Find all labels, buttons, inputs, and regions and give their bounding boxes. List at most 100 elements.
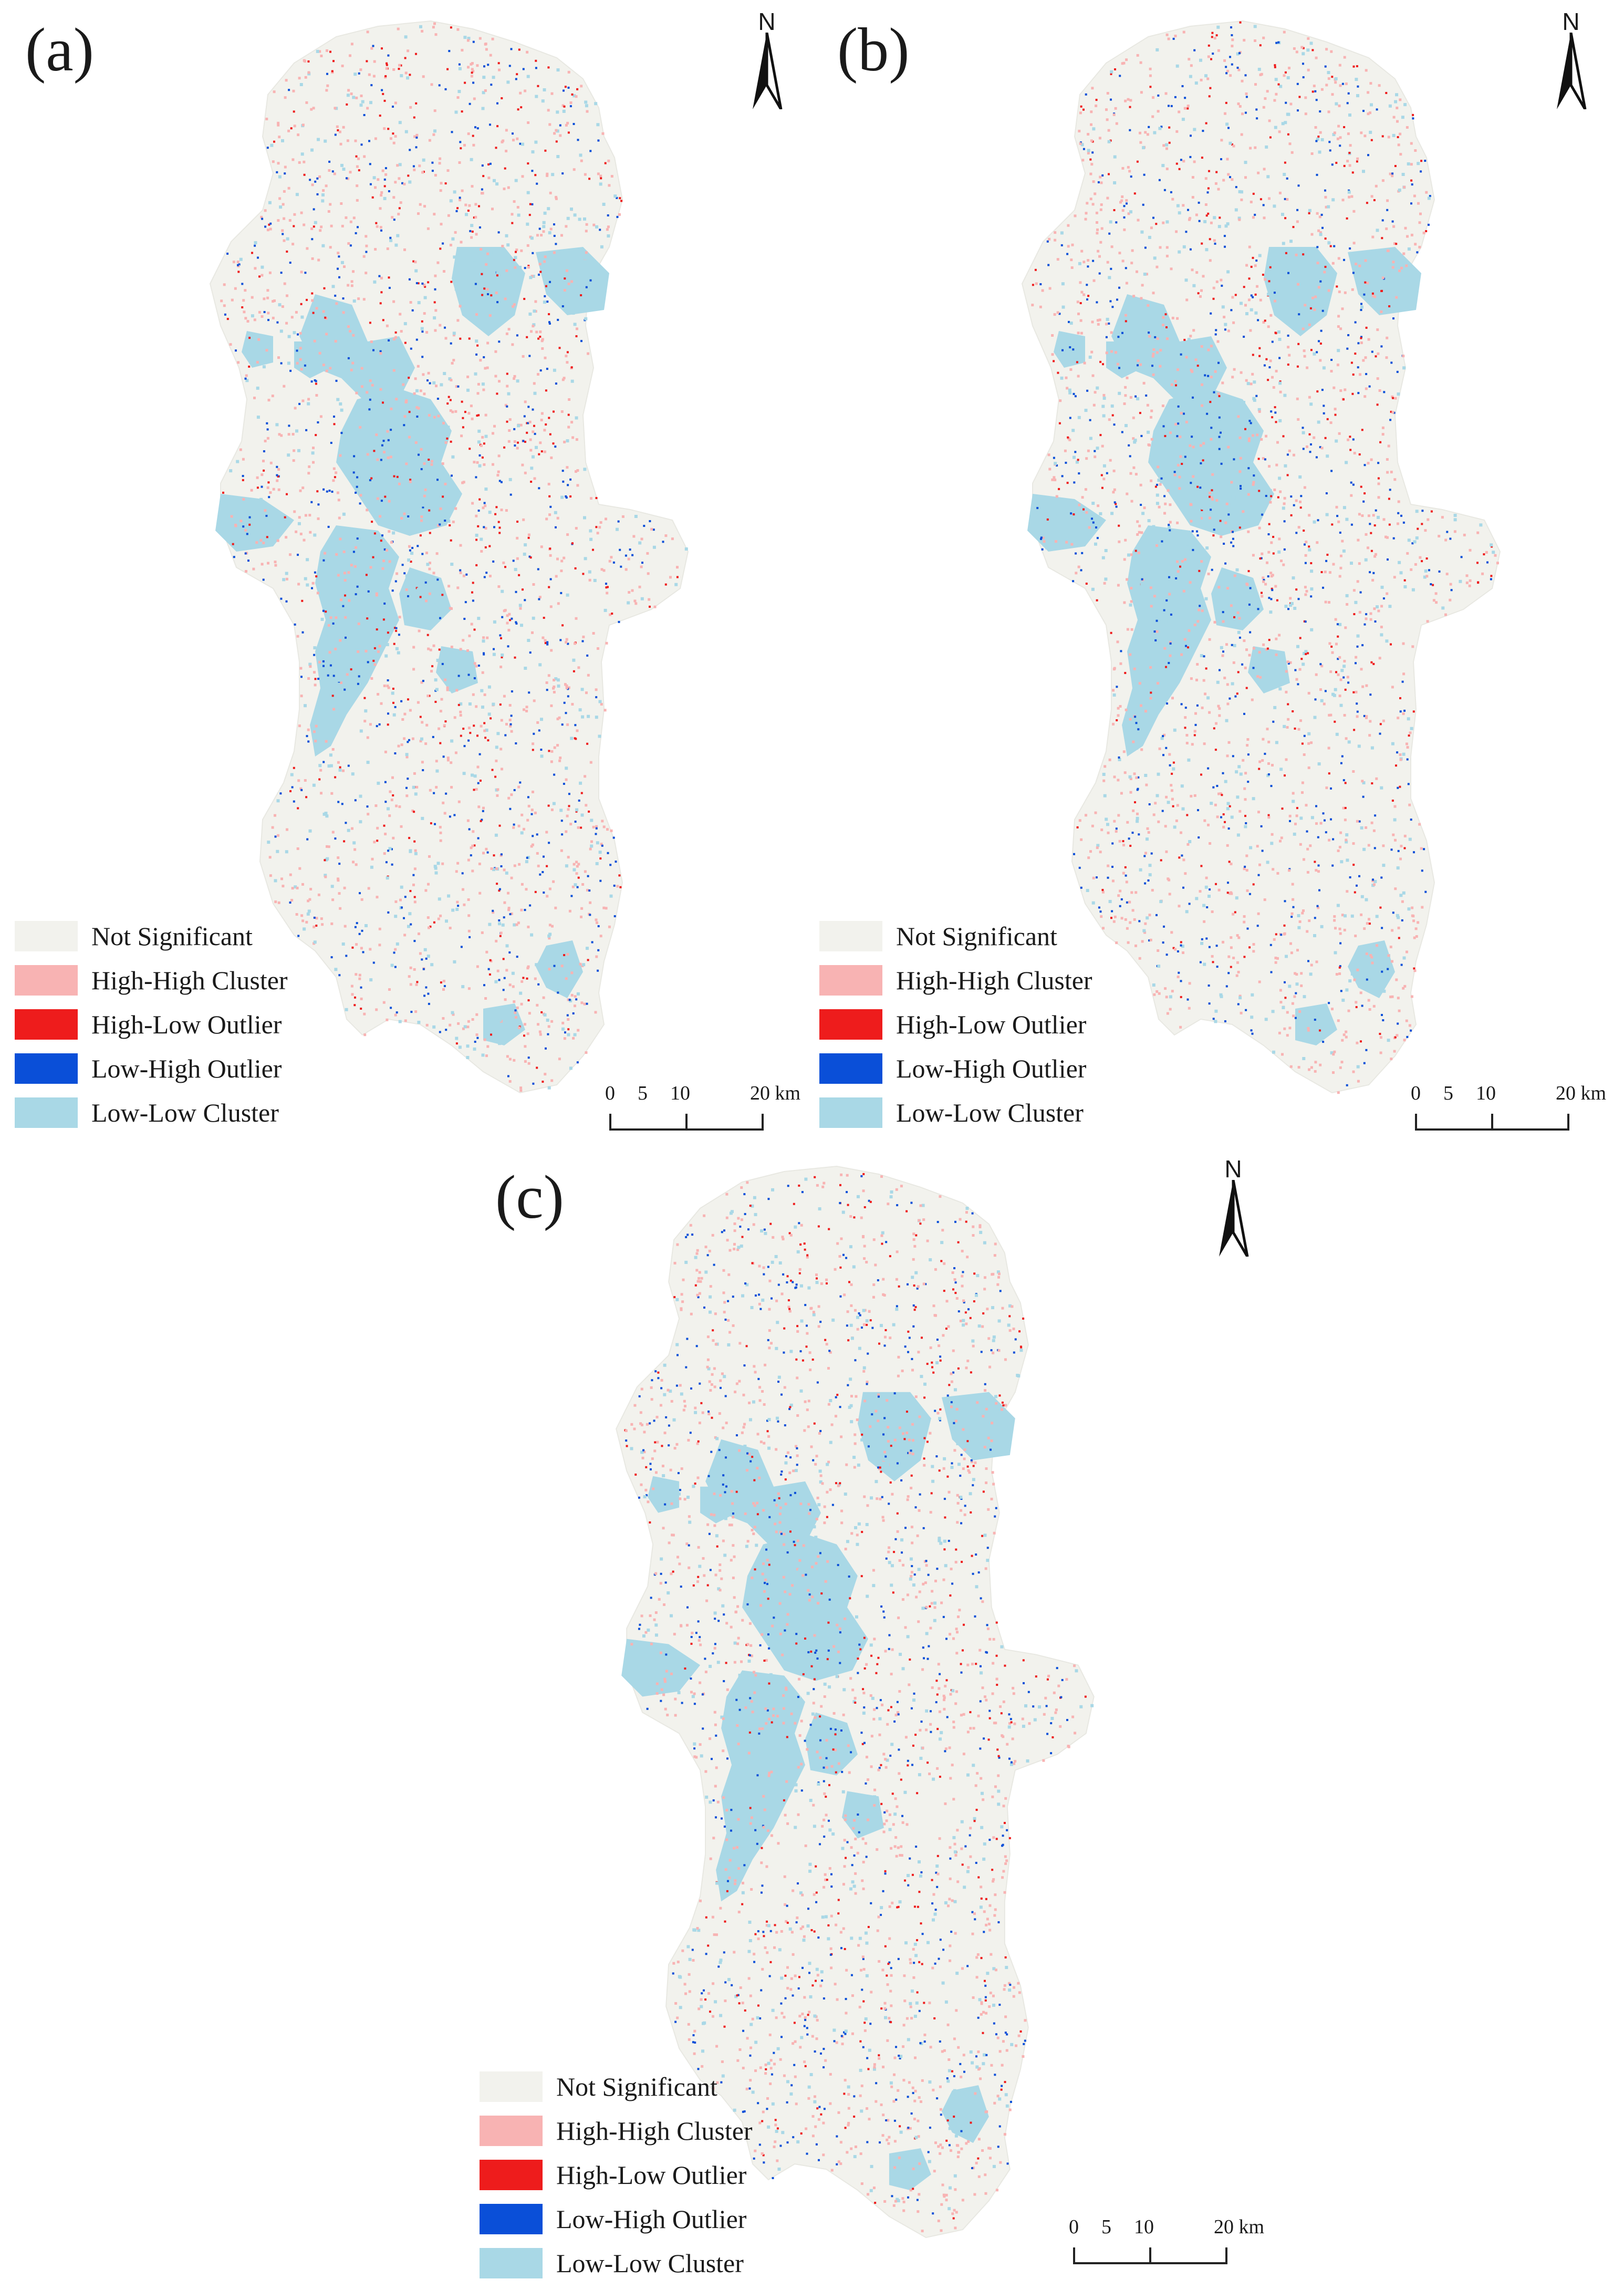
low-low-cluster-point: [559, 809, 563, 812]
high-high-cluster-point: [485, 48, 488, 51]
high-low-outlier-point: [567, 1028, 570, 1031]
high-high-cluster-point: [588, 578, 591, 582]
high-high-cluster-point: [383, 451, 386, 454]
low-low-cluster-point: [423, 948, 427, 951]
legend-label: High-Low Outlier: [91, 1010, 282, 1039]
high-high-cluster-point: [558, 716, 561, 719]
high-low-outlier-point: [1110, 631, 1112, 634]
high-high-cluster-point: [419, 203, 422, 206]
low-low-cluster-point: [1362, 170, 1365, 173]
low-low-cluster-point: [528, 312, 532, 316]
high-high-cluster-point: [1365, 387, 1368, 390]
low-high-outlier-point: [514, 444, 516, 447]
high-high-cluster-point: [303, 160, 306, 163]
low-high-outlier-point: [326, 72, 328, 75]
high-high-cluster-point: [266, 296, 269, 299]
high-high-cluster-point: [1096, 228, 1099, 231]
high-high-cluster-point: [560, 849, 563, 852]
high-high-cluster-point: [1303, 486, 1306, 489]
low-low-cluster-point: [1350, 562, 1353, 565]
low-low-cluster-point: [462, 772, 466, 775]
low-low-cluster-point: [1221, 305, 1225, 309]
high-high-cluster-point: [322, 189, 325, 192]
low-high-outlier-point: [1065, 461, 1067, 464]
high-high-cluster-point: [487, 177, 491, 180]
low-high-outlier-point: [1358, 820, 1361, 823]
low-low-cluster-point: [1373, 879, 1377, 883]
high-high-cluster-point: [498, 68, 501, 71]
low-low-cluster-point: [501, 589, 504, 593]
high-high-cluster-point: [1307, 692, 1310, 695]
high-low-outlier-point: [1417, 527, 1419, 530]
high-low-outlier-point: [232, 543, 234, 545]
high-high-cluster-point: [1129, 653, 1132, 656]
high-high-cluster-point: [550, 809, 554, 811]
high-high-cluster-point: [1085, 457, 1088, 460]
low-low-cluster-point: [286, 237, 289, 241]
low-high-outlier-point: [1346, 347, 1349, 350]
low-low-cluster-point: [451, 237, 455, 241]
high-high-cluster-point: [277, 356, 280, 359]
high-high-cluster-point: [602, 569, 606, 572]
high-high-cluster-point: [1085, 814, 1087, 817]
high-high-cluster-point: [350, 368, 353, 371]
high-low-outlier-point: [600, 177, 602, 180]
high-high-cluster-point: [405, 755, 409, 759]
high-high-cluster-point: [1087, 449, 1090, 452]
high-high-cluster-point: [478, 892, 482, 895]
low-low-cluster-point: [343, 464, 347, 468]
high-low-outlier-point: [527, 162, 529, 165]
high-high-cluster-point: [1122, 872, 1125, 875]
high-high-cluster-point: [311, 582, 315, 585]
low-high-outlier-point: [1346, 1084, 1348, 1086]
high-high-cluster-point: [1288, 449, 1291, 452]
high-high-cluster-point: [1372, 829, 1376, 832]
low-high-outlier-point: [463, 618, 466, 620]
high-high-cluster-point: [1367, 112, 1370, 116]
high-high-cluster-point: [1356, 1041, 1359, 1044]
high-high-cluster-point: [345, 216, 348, 219]
high-high-cluster-point: [1139, 483, 1142, 486]
low-low-cluster-point: [370, 865, 373, 869]
high-high-cluster-point: [1176, 317, 1179, 320]
high-high-cluster-point: [453, 716, 456, 719]
low-high-outlier-point: [559, 639, 562, 641]
low-high-outlier-point: [549, 281, 551, 283]
low-high-outlier-point: [1168, 105, 1170, 107]
high-high-cluster-point: [1256, 845, 1259, 848]
high-high-cluster-point: [565, 638, 568, 641]
high-high-cluster-point: [1198, 608, 1201, 612]
low-high-outlier-point: [428, 1002, 430, 1005]
lisa-point-layer: [1031, 21, 1499, 1094]
low-low-cluster-point: [1313, 520, 1316, 524]
low-high-outlier-point: [563, 783, 565, 785]
low-low-cluster-point: [570, 737, 574, 740]
low-low-cluster-point: [449, 688, 452, 691]
high-high-cluster-point: [1080, 291, 1084, 294]
high-high-cluster-point: [1161, 405, 1164, 407]
high-high-cluster-point: [1241, 112, 1244, 116]
high-low-outlier-point: [1391, 800, 1394, 802]
high-high-cluster-point: [1278, 130, 1281, 133]
low-low-cluster-point: [1075, 460, 1079, 464]
low-high-outlier-point: [1255, 108, 1258, 111]
low-low-cluster-point: [1320, 699, 1324, 702]
high-high-cluster-point: [1070, 543, 1074, 546]
high-low-outlier-point: [475, 538, 478, 541]
high-high-cluster-point: [1418, 245, 1421, 248]
high-high-cluster-point: [543, 429, 546, 432]
low-high-outlier-point: [1163, 189, 1166, 191]
low-high-outlier-point: [563, 89, 565, 92]
legend-item-high-high-cluster: High-High Cluster: [15, 958, 288, 1002]
high-high-cluster-point: [332, 708, 336, 711]
low-high-outlier-point: [429, 382, 431, 385]
high-high-cluster-point: [439, 189, 442, 192]
high-high-cluster-point: [1427, 518, 1430, 521]
low-low-cluster-point: [318, 764, 322, 768]
scale-bar: 0 5 10 20 km: [605, 1083, 826, 1152]
high-low-outlier-point: [1268, 639, 1271, 641]
low-high-outlier-point: [553, 235, 556, 237]
legend: Not Significant High-High Cluster High-L…: [15, 914, 288, 1135]
low-low-cluster-point: [365, 924, 368, 927]
high-high-cluster-point: [1376, 377, 1379, 380]
